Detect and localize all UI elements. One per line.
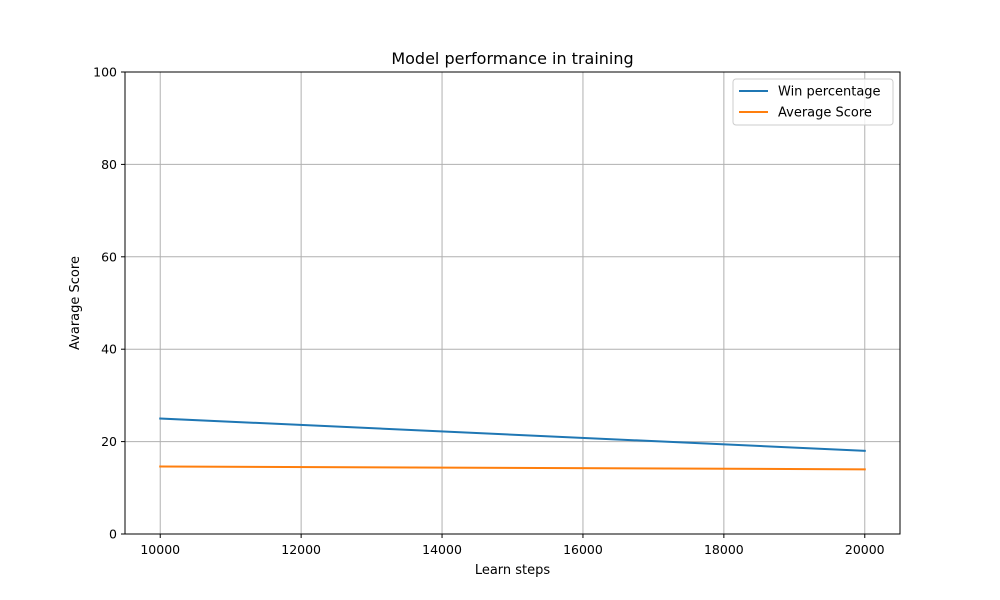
x-tick-label: 12000 [281, 542, 321, 557]
y-tick-label: 60 [101, 249, 117, 264]
x-tick-label: 16000 [563, 542, 603, 557]
x-tick-label: 10000 [140, 542, 180, 557]
y-axis-label: Avarage Score [68, 256, 83, 350]
y-tick-label: 80 [101, 157, 117, 172]
legend: Win percentage Average Score [732, 78, 894, 126]
legend-box [732, 78, 894, 126]
x-axis-label: Learn steps [475, 563, 551, 578]
series-line-0 [159, 417, 866, 452]
legend-entries: Win percentage Average Score [739, 85, 881, 121]
legend-label: Average Score [778, 106, 872, 121]
series-line-1 [159, 465, 866, 471]
series-lines [159, 417, 866, 471]
y-tick-label: 0 [109, 527, 117, 542]
x-tick-label: 18000 [704, 542, 744, 557]
y-tick-label: 40 [101, 342, 117, 357]
chart-title: Model performance in training [391, 49, 633, 68]
x-tick-label: 20000 [845, 542, 885, 557]
plot-frame [124, 71, 901, 535]
y-tick-label: 100 [93, 65, 117, 80]
legend-label: Win percentage [778, 85, 881, 100]
x-tick-label: 14000 [422, 542, 462, 557]
axis-ticks: 10000 12000 14000 16000 18000 20000 0 20 40 60 80 1… [93, 65, 885, 558]
y-tick-label: 20 [101, 434, 117, 449]
